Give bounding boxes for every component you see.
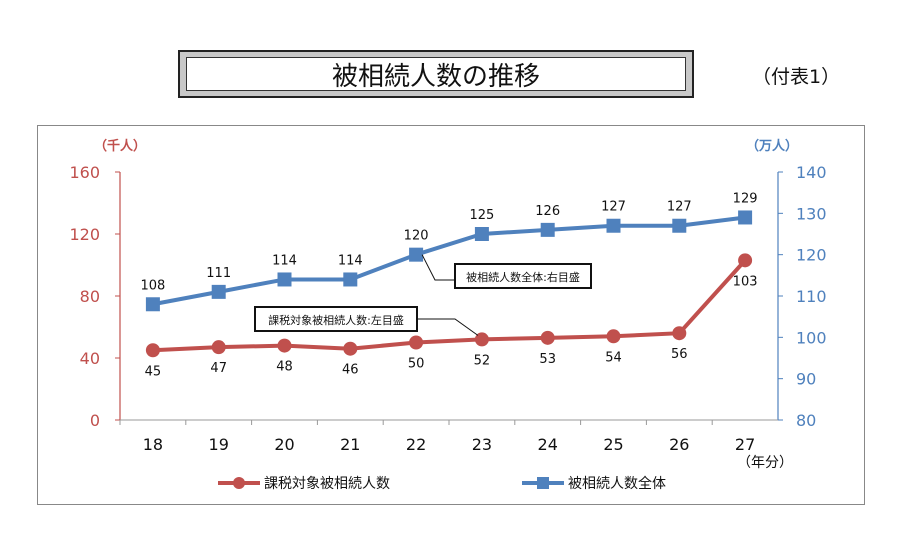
data-label: 45 bbox=[145, 364, 162, 379]
right-tick-label: 120 bbox=[796, 246, 827, 265]
data-point bbox=[409, 335, 424, 350]
data-point bbox=[606, 329, 621, 344]
appendix-label: （付表1） bbox=[752, 66, 841, 88]
x-axis-label: （年分） bbox=[737, 455, 793, 471]
data-label: 111 bbox=[206, 266, 231, 281]
chart-title: 被相続人数の推移 bbox=[186, 57, 686, 92]
right-axis-unit: （万人） bbox=[746, 138, 798, 154]
left-tick-label: 120 bbox=[69, 225, 100, 244]
data-label: 129 bbox=[733, 191, 758, 206]
x-tick-label: 19 bbox=[209, 435, 229, 454]
legend-label: 課税対象被相続人数 bbox=[264, 475, 390, 492]
data-label: 127 bbox=[601, 200, 626, 215]
x-tick-label: 23 bbox=[472, 435, 492, 454]
left-tick-label: 0 bbox=[90, 411, 100, 430]
left-tick-label: 160 bbox=[69, 163, 100, 182]
series-line-1 bbox=[152, 215, 746, 307]
data-point bbox=[343, 341, 358, 356]
data-label: 120 bbox=[404, 229, 429, 244]
callout-box bbox=[454, 263, 592, 289]
callout-box bbox=[254, 306, 418, 332]
right-tick-label: 80 bbox=[796, 411, 816, 430]
x-tick-label: 24 bbox=[538, 435, 558, 454]
right-tick-label: 140 bbox=[796, 163, 827, 182]
x-tick-label: 18 bbox=[143, 435, 163, 454]
data-point bbox=[145, 343, 160, 358]
data-point bbox=[409, 247, 424, 262]
left-axis-unit: （千人） bbox=[94, 138, 146, 154]
legend-label: 被相続人数全体 bbox=[568, 475, 666, 492]
data-label: 54 bbox=[605, 350, 622, 365]
data-label: 46 bbox=[342, 363, 359, 378]
data-label: 50 bbox=[408, 357, 425, 372]
data-label: 126 bbox=[535, 204, 560, 219]
title-box: 被相続人数の推移 bbox=[178, 50, 694, 98]
data-point bbox=[474, 332, 489, 347]
data-label: 103 bbox=[733, 274, 758, 289]
data-label: 108 bbox=[140, 278, 165, 293]
callout-leader bbox=[421, 254, 455, 281]
data-point bbox=[145, 297, 160, 312]
left-tick-label: 40 bbox=[80, 349, 100, 368]
data-point bbox=[672, 326, 687, 341]
x-tick-label: 22 bbox=[406, 435, 426, 454]
x-tick-label: 27 bbox=[735, 435, 755, 454]
data-point bbox=[540, 330, 555, 345]
x-tick-label: 25 bbox=[603, 435, 623, 454]
right-tick-label: 130 bbox=[796, 204, 827, 223]
x-tick-label: 20 bbox=[274, 435, 294, 454]
data-point bbox=[672, 218, 687, 233]
x-tick-label: 26 bbox=[669, 435, 689, 454]
data-point bbox=[277, 272, 292, 287]
x-tick-label: 21 bbox=[340, 435, 360, 454]
legend-marker bbox=[537, 477, 549, 489]
data-point bbox=[606, 218, 621, 233]
data-label: 125 bbox=[469, 208, 494, 223]
left-tick-label: 80 bbox=[80, 287, 100, 306]
data-point bbox=[474, 227, 489, 241]
data-point bbox=[738, 210, 753, 225]
chart-frame bbox=[37, 125, 865, 505]
data-point bbox=[277, 338, 292, 353]
data-point bbox=[343, 272, 358, 287]
data-label: 47 bbox=[210, 361, 227, 376]
data-point bbox=[211, 284, 226, 299]
right-tick-label: 90 bbox=[796, 370, 816, 389]
data-label: 53 bbox=[539, 352, 556, 367]
data-label: 52 bbox=[474, 353, 491, 368]
data-point bbox=[540, 222, 555, 237]
data-label: 127 bbox=[667, 200, 692, 215]
callout-leader bbox=[417, 318, 479, 336]
callout-left-axis: 課税対象被相続人数:左目盛 bbox=[268, 313, 404, 327]
data-label: 56 bbox=[671, 347, 688, 362]
data-label: 114 bbox=[272, 253, 297, 268]
data-point bbox=[738, 253, 753, 268]
series-line-0 bbox=[152, 259, 747, 353]
callout-right-axis: 被相続人数全体:右目盛 bbox=[466, 270, 580, 284]
data-label: 114 bbox=[338, 253, 363, 268]
right-tick-label: 100 bbox=[796, 328, 827, 347]
data-point bbox=[211, 340, 226, 355]
legend-marker bbox=[233, 477, 245, 489]
data-label: 48 bbox=[276, 360, 293, 375]
right-tick-label: 110 bbox=[796, 287, 827, 306]
